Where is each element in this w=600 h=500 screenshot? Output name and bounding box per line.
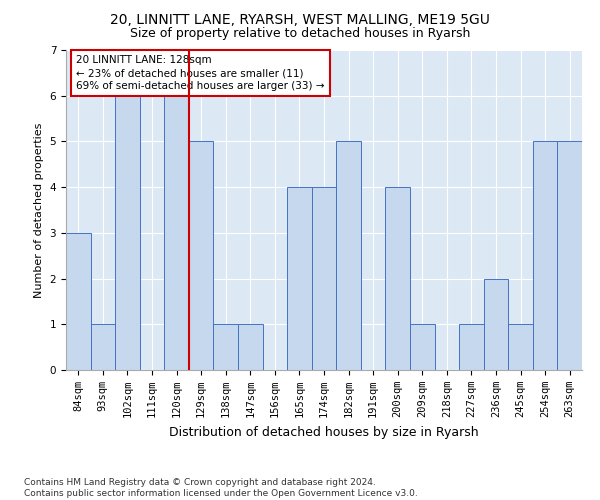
Text: Contains HM Land Registry data © Crown copyright and database right 2024.
Contai: Contains HM Land Registry data © Crown c… [24, 478, 418, 498]
Bar [459, 324, 484, 370]
Bar [336, 142, 361, 370]
Bar [238, 324, 263, 370]
Text: 20 LINNITT LANE: 128sqm
← 23% of detached houses are smaller (11)
69% of semi-de: 20 LINNITT LANE: 128sqm ← 23% of detache… [76, 55, 325, 91]
Bar [484, 278, 508, 370]
Bar [91, 324, 115, 370]
X-axis label: Distribution of detached houses by size in Ryarsh: Distribution of detached houses by size … [169, 426, 479, 438]
Bar [533, 142, 557, 370]
Bar [66, 233, 91, 370]
Text: 20, LINNITT LANE, RYARSH, WEST MALLING, ME19 5GU: 20, LINNITT LANE, RYARSH, WEST MALLING, … [110, 12, 490, 26]
Bar [312, 187, 336, 370]
Bar [287, 187, 312, 370]
Bar [164, 96, 189, 370]
Bar [508, 324, 533, 370]
Bar [214, 324, 238, 370]
Text: Size of property relative to detached houses in Ryarsh: Size of property relative to detached ho… [130, 28, 470, 40]
Bar [115, 96, 140, 370]
Bar [410, 324, 434, 370]
Y-axis label: Number of detached properties: Number of detached properties [34, 122, 44, 298]
Bar [189, 142, 214, 370]
Bar [557, 142, 582, 370]
Bar [385, 187, 410, 370]
